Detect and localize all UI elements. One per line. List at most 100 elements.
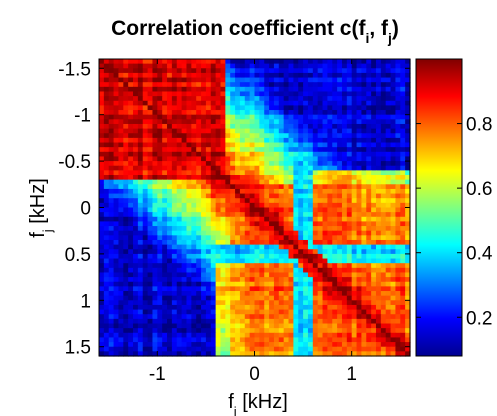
heatmap-cell: [322, 323, 328, 329]
heatmap-cell: [249, 202, 256, 209]
heatmap-cell: [322, 82, 328, 88]
heatmap-cell: [269, 114, 275, 120]
heatmap-cell: [220, 332, 226, 339]
heatmap-cell: [191, 110, 197, 116]
heatmap-cell: [307, 230, 314, 236]
heatmap-cell: [395, 272, 401, 278]
heatmap-cell: [405, 72, 411, 79]
heatmap-cell: [147, 137, 154, 144]
heatmap-cell: [235, 198, 241, 204]
heatmap-cell: [118, 198, 124, 204]
heatmap-cell: [239, 235, 246, 241]
heatmap-cell: [264, 170, 270, 176]
heatmap-cell: [147, 263, 154, 269]
heatmap-cell: [171, 304, 178, 311]
heatmap-cell: [128, 105, 134, 111]
heatmap-cell: [99, 249, 105, 255]
heatmap-cell: [322, 165, 328, 171]
heatmap-cell: [332, 226, 338, 232]
heatmap-cell: [171, 281, 178, 287]
heatmap-cell: [108, 235, 115, 241]
heatmap-cell: [220, 342, 226, 348]
heatmap-cell: [395, 137, 401, 144]
heatmap-cell: [171, 263, 178, 269]
heatmap-cell: [210, 100, 217, 107]
heatmap-cell: [341, 119, 348, 125]
heatmap-cell: [346, 133, 353, 139]
heatmap-cell: [273, 147, 280, 153]
heatmap-cell: [254, 86, 260, 93]
heatmap-cell: [283, 304, 290, 311]
heatmap-cell: [327, 272, 333, 278]
heatmap-cell: [167, 272, 173, 278]
heatmap-cell: [137, 249, 144, 255]
heatmap-cell: [239, 221, 246, 227]
heatmap-cell: [400, 119, 406, 125]
heatmap-cell: [327, 267, 333, 274]
heatmap-cell: [385, 68, 392, 74]
heatmap-cell: [341, 346, 348, 352]
heatmap-cell: [128, 175, 134, 181]
heatmap-cell: [307, 267, 314, 274]
heatmap-cell: [230, 63, 236, 69]
heatmap-cell: [380, 212, 387, 218]
heatmap-cell: [395, 323, 401, 329]
heatmap-cell: [118, 221, 124, 227]
heatmap-cell: [157, 114, 163, 120]
heatmap-cell: [220, 295, 226, 301]
heatmap-cell: [322, 110, 328, 116]
heatmap-cell: [128, 133, 134, 139]
heatmap-cell: [356, 286, 363, 292]
heatmap-cell: [220, 337, 226, 343]
heatmap-cell: [103, 291, 110, 297]
heatmap-cell: [264, 300, 270, 306]
heatmap-cell: [181, 212, 188, 218]
heatmap-cell: [205, 309, 212, 315]
heatmap-cell: [254, 318, 260, 325]
heatmap-cell: [147, 77, 154, 83]
heatmap-cell: [147, 207, 154, 213]
heatmap-cell: [273, 114, 280, 120]
heatmap-cell: [400, 318, 406, 325]
heatmap-cell: [375, 309, 382, 315]
heatmap-cell: [201, 188, 207, 195]
heatmap-cell: [356, 328, 363, 334]
heatmap-cell: [278, 309, 285, 315]
heatmap-cell: [264, 249, 270, 255]
heatmap-cell: [186, 253, 192, 260]
heatmap-cell: [278, 291, 285, 297]
heatmap-cell: [385, 114, 392, 120]
heatmap-cell: [298, 91, 304, 97]
heatmap-cell: [128, 300, 134, 306]
heatmap-cell: [273, 72, 280, 79]
heatmap-cell: [283, 328, 290, 334]
heatmap-cell: [220, 184, 226, 190]
heatmap-cells: [99, 59, 411, 357]
heatmap-cell: [293, 267, 299, 274]
heatmap-cell: [215, 295, 222, 301]
heatmap-cell: [133, 63, 139, 69]
heatmap-cell: [108, 272, 115, 278]
heatmap-cell: [210, 137, 217, 144]
heatmap-cell: [205, 68, 212, 74]
heatmap-cell: [235, 161, 241, 167]
heatmap-cell: [142, 291, 149, 297]
heatmap-cell: [332, 221, 338, 227]
heatmap-cell: [303, 110, 309, 116]
heatmap-cell: [137, 133, 144, 139]
heatmap-cell: [157, 216, 163, 223]
heatmap-cell: [239, 202, 246, 209]
heatmap-cell: [235, 184, 241, 190]
heatmap-cell: [196, 72, 202, 79]
heatmap-cell: [405, 188, 411, 195]
heatmap-cell: [171, 175, 178, 181]
heatmap-cell: [201, 72, 207, 79]
heatmap-cell: [322, 147, 328, 153]
heatmap-cell: [317, 179, 324, 185]
heatmap-cell: [123, 249, 129, 255]
heatmap-cell: [278, 351, 285, 357]
heatmap-cell: [137, 175, 144, 181]
heatmap-cell: [303, 342, 309, 348]
heatmap-cell: [273, 295, 280, 301]
heatmap-cell: [385, 323, 392, 329]
